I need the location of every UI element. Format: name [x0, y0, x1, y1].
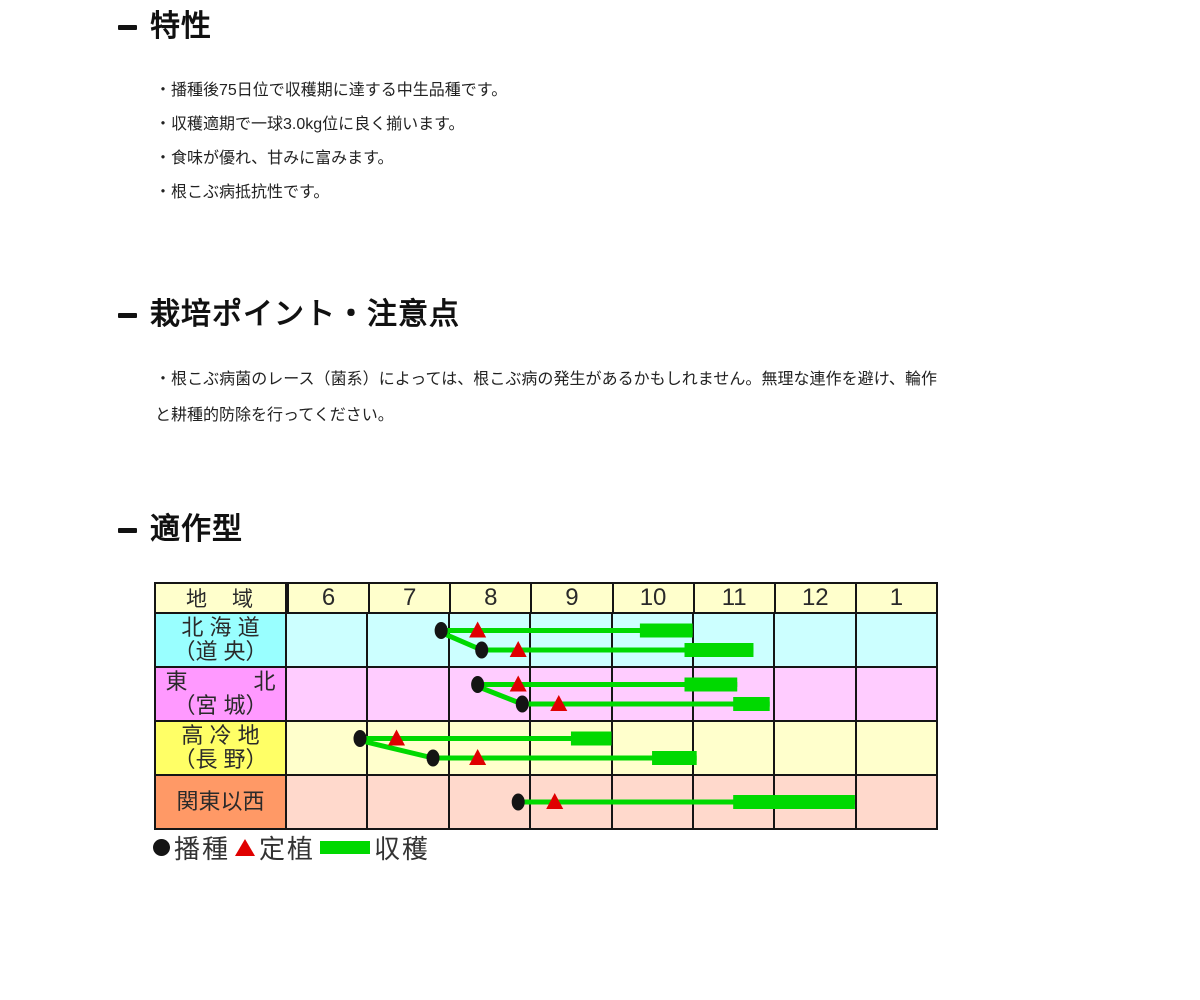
region-label: 北 海 道（道 央）: [156, 614, 287, 666]
section-title-cultivation: 栽培ポイント・注意点: [150, 298, 460, 331]
month-header-cell: 7: [368, 584, 450, 612]
month-header-cell: 10: [611, 584, 693, 612]
transplant-legend-icon: [235, 839, 256, 856]
sow-marker: [515, 695, 529, 713]
section-characteristics-heading: 特性: [118, 10, 212, 44]
sow-legend-icon: [153, 839, 170, 856]
sow-marker: [353, 730, 367, 747]
schedule-connector-line: [476, 684, 524, 707]
calendar-region-row: 関東以西: [156, 774, 936, 828]
harvest-bar: [639, 623, 693, 638]
section-title-calendar: 適作型: [150, 513, 243, 546]
region-label: 東 北（宮 城）: [156, 668, 287, 720]
region-label: 高 冷 地（長 野）: [156, 722, 287, 774]
cultivation-note: ・根こぶ病菌のレース（菌系）によっては、根こぶ病の発生があるかもしれません。無理…: [155, 371, 937, 424]
transplant-marker: [469, 621, 487, 638]
transplant-marker: [550, 695, 568, 711]
harvest-bar: [652, 751, 697, 765]
harvest-bar: [733, 697, 770, 711]
region-plot-area: [287, 722, 936, 774]
month-header-cell: 11: [692, 584, 774, 612]
month-header-cell: 1: [854, 584, 936, 612]
sow-marker: [471, 676, 485, 693]
calendar-region-row: 東 北（宮 城）: [156, 666, 936, 720]
collapse-minus-icon[interactable]: [118, 24, 137, 30]
sow-marker: [434, 622, 448, 639]
section-calendar-heading: 適作型: [118, 513, 243, 547]
gantt-row-svg: [434, 621, 754, 659]
transplant-marker: [509, 641, 527, 657]
harvest-bar: [684, 677, 738, 692]
collapse-minus-icon[interactable]: [118, 312, 137, 318]
feature-bullet: ・食味が優れ、甘みに富みます。: [155, 150, 394, 167]
characteristics-list: ・播種後75日位で収穫期に達する中生品種です。 ・収穫適期で一球3.0kg位に良…: [155, 74, 507, 210]
sow-marker: [426, 749, 440, 767]
gantt-row-svg: [353, 729, 697, 767]
month-header-cell: 12: [773, 584, 855, 612]
legend-label-harvest: 収穫: [374, 834, 431, 864]
gantt-row-svg: [471, 675, 770, 713]
calendar-region-row: 高 冷 地（長 野）: [156, 720, 936, 774]
region-plot-area: [287, 668, 936, 720]
harvest-bar: [684, 643, 754, 657]
legend-label-transplant: 定植: [259, 834, 316, 864]
calendar-legend: 播種 定植 収穫: [153, 829, 435, 866]
feature-bullet: ・播種後75日位で収穫期に達する中生品種です。: [155, 82, 508, 99]
collapse-minus-icon[interactable]: [118, 527, 137, 533]
region-label: 関東以西: [156, 776, 287, 828]
section-cultivation-heading: 栽培ポイント・注意点: [118, 298, 460, 332]
section-title-characteristics: 特性: [150, 10, 212, 43]
transplant-marker: [509, 675, 527, 692]
feature-bullet: ・根こぶ病抵抗性です。: [155, 184, 330, 201]
month-header-cell: 8: [449, 584, 531, 612]
sow-marker: [511, 793, 525, 811]
transplant-marker: [387, 729, 406, 746]
planting-calendar-table: 地 域 6 7 8 9 10 11 12 1 北 海 道（道 央）東 北（宮 城）高 冷 地（長 …: [154, 582, 938, 830]
calendar-region-row: 北 海 道（道 央）: [156, 612, 936, 666]
schedule-connector-line: [359, 738, 434, 761]
schedule-connector-line: [440, 630, 483, 653]
harvest-legend-icon: [320, 841, 371, 854]
gantt-row-svg: [511, 793, 855, 811]
harvest-bar: [570, 731, 612, 746]
month-header-cell: 9: [530, 584, 612, 612]
legend-label-sow: 播種: [174, 834, 231, 864]
region-plot-area: [287, 614, 936, 666]
month-header-cell: 6: [287, 584, 369, 612]
transplant-marker: [469, 749, 487, 765]
feature-bullet: ・収穫適期で一球3.0kg位に良く揃います。: [155, 116, 465, 133]
region-column-header: 地 域: [156, 584, 287, 612]
transplant-marker: [546, 793, 564, 809]
sow-marker: [475, 641, 489, 659]
region-plot-area: [287, 776, 936, 828]
harvest-bar: [733, 795, 855, 809]
calendar-header-row: 地 域 6 7 8 9 10 11 12 1: [156, 584, 936, 612]
